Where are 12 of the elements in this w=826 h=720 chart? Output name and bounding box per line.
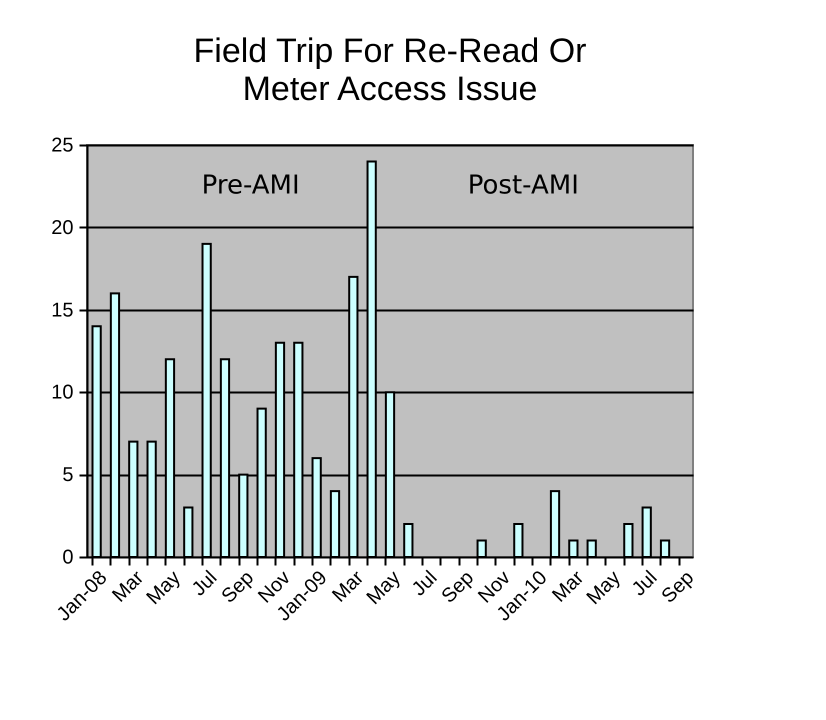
annotation: Post-AMI (468, 170, 579, 201)
y-tick-label: 15 (51, 299, 74, 322)
x-tick-label: May (362, 566, 405, 610)
annotation: Pre-AMI (202, 170, 300, 201)
x-tick-label: May (142, 566, 185, 610)
y-tick-label: 25 (51, 134, 74, 156)
x-tick-label: May (582, 566, 625, 610)
y-tick-label: 5 (62, 464, 74, 486)
y-tick-label: 0 (62, 546, 74, 568)
y-tick-label: 10 (51, 382, 74, 404)
chart-title: Field Trip For Re-Read Or Meter Access Issue (194, 32, 586, 108)
y-tick-label: 20 (51, 216, 74, 239)
